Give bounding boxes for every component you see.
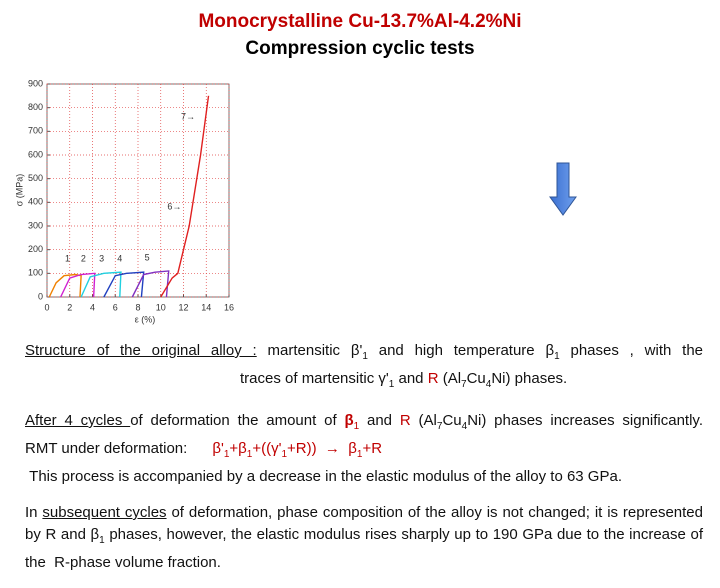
text-run: 1 [281,449,288,460]
text-run: of deformation the amount of [130,412,345,429]
chart: ε (%) σ (MPa) 0 2 4 6 8 10 12 14 160100200300400… [14,78,577,324]
text-run: and [359,412,400,429]
text-run: martensitic β' [256,342,363,359]
series-line [131,270,170,298]
title-line: Compression cyclic tests [245,38,475,59]
text-run: 7 [461,379,467,390]
y-axis-title: σ (MPa) [14,174,24,207]
text-run: Cu [466,370,486,387]
text-run: 4 [461,421,468,432]
text-run: phases, however, the elastic modulus ris… [25,526,708,571]
text-run: 1 [362,351,368,362]
y-tick-label: 800 [28,102,43,112]
text-block: Structure of the original alloy : marten… [25,340,703,588]
text-run: phases , with the [559,342,704,359]
y-tick-label: 600 [28,149,43,159]
text-run: RMT under deformation: [25,440,213,457]
y-tick-label: 300 [28,220,43,230]
annotation: 5 [145,252,150,262]
paragraph: Structure of the original alloy : marten… [25,340,703,396]
text-run: 4 [485,379,492,390]
paragraph: After 4 cycles of deformation the amount… [25,410,703,488]
text-run: 1 [246,449,253,460]
text-run: 1 [554,351,560,362]
text-line: This process is accompanied by a decreas… [25,466,703,488]
title: Monocrystalline Cu-13.7%Al-4.2%Ni Compre… [0,8,720,62]
text-run: This process is accompanied by a decreas… [25,468,622,485]
text-run: +β [229,440,247,457]
text-run: β [344,412,354,429]
text-run: traces of martensitic γ' [240,370,389,387]
series-line [60,272,96,298]
annotation: 7→ [181,112,195,122]
text-run: +R [362,440,383,457]
series-line [80,271,122,298]
plot-frame [46,83,230,298]
text-line: In subsequent cycles of deformation, pha… [25,502,703,574]
x-tick-label: 6 [113,302,118,312]
text-line: Structure of the original alloy : marten… [25,340,703,368]
y-tick-label: 200 [28,244,43,254]
x-tick-label: 16 [224,302,234,312]
text-run: (Al [438,370,462,387]
text-run: subsequent cycles [42,504,167,521]
text-run: Ni) phases. [491,370,568,387]
text-run: Structure of the original alloy : [25,342,257,359]
x-tick-label: 10 [156,302,166,312]
down-arrow [549,162,577,216]
series-line [160,95,210,298]
text-run: of deformation, phase composition of the… [25,504,708,543]
text-line: traces of martensitic γ'1 and R (Al7Cu4N… [25,368,703,396]
y-tick-label: 700 [28,126,43,136]
text-run: R [427,370,439,387]
text-run: 1 [353,421,360,432]
text-run: β' [212,440,224,457]
slide: Monocrystalline Cu-13.7%Al-4.2%Ni Compre… [0,8,720,571]
series-line [103,271,145,298]
series-line [48,273,82,298]
y-tick-label: 0 [38,291,43,301]
x-axis-title: ε (%) [135,314,156,324]
text-run: 1 [356,449,363,460]
y-tick-label: 900 [28,78,43,88]
text-run: Ni) phases increases significantly. [467,412,703,429]
x-tick-label: 0 [44,302,49,312]
text-run: 1 [223,449,230,460]
y-tick-label: 400 [28,197,43,207]
y-tick-label: 500 [28,173,43,183]
annotation: 2 [81,254,86,264]
text-run: 7 [436,421,443,432]
text-run: and high temperature β [367,342,555,359]
text-run: 1 [388,379,395,390]
text-run: +((γ' [252,440,282,457]
text-run: (Al [410,412,437,429]
x-tick-label: 2 [67,302,72,312]
text-run: After 4 cycles [25,412,131,429]
x-tick-label: 4 [90,302,95,312]
text-run: and [394,370,428,387]
text-run: R [399,412,411,429]
paragraph: In subsequent cycles of deformation, pha… [25,502,703,574]
title-line: Monocrystalline Cu-13.7%Al-4.2%Ni [198,11,522,32]
annotation: 6→ [167,201,181,211]
y-tick-label: 100 [28,268,43,278]
annotation: 4 [117,254,122,264]
text-line: After 4 cycles of deformation the amount… [25,410,703,438]
x-tick-label: 8 [135,302,140,312]
annotation: 3 [99,254,104,264]
text-run: Cu [442,412,462,429]
x-tick-label: 12 [178,302,188,312]
annotation: 1 [65,254,70,264]
x-tick-label: 14 [201,302,211,312]
text-line: RMT under deformation: β'1+β1+((γ'1+R)) … [25,438,703,466]
text-run: In [25,504,43,521]
text-run: +R)) → β [287,440,357,457]
